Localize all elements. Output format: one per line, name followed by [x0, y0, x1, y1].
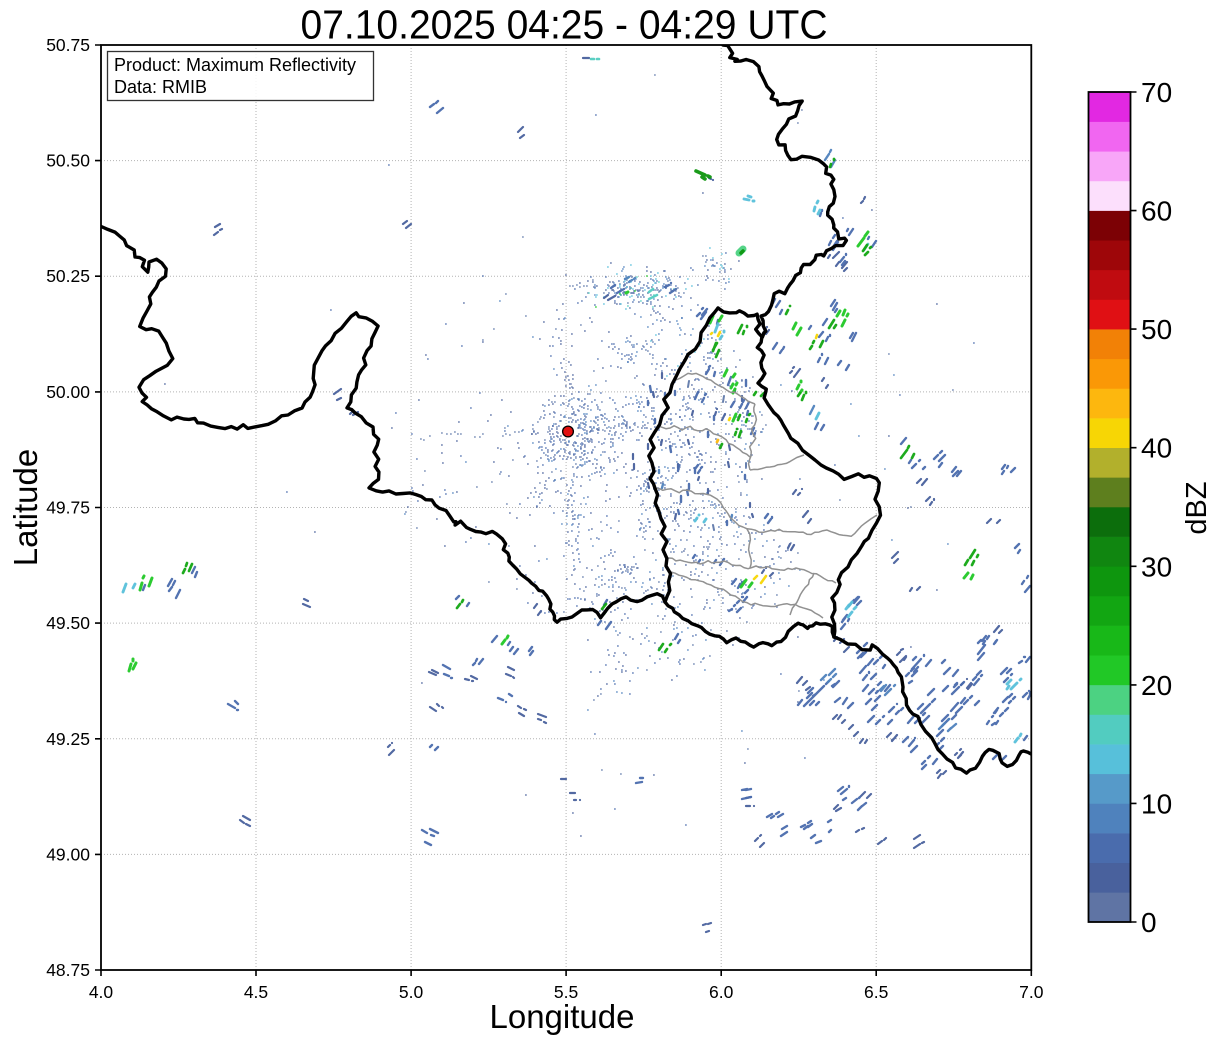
svg-text:0: 0 [1141, 907, 1157, 938]
svg-text:60: 60 [1141, 196, 1172, 227]
svg-text:50.25: 50.25 [46, 266, 90, 286]
svg-text:48.75: 48.75 [46, 960, 90, 980]
svg-text:Latitude: Latitude [7, 449, 44, 566]
svg-text:4.5: 4.5 [244, 982, 268, 1002]
svg-text:49.50: 49.50 [46, 613, 90, 633]
svg-text:07.10.2025 04:25 - 04:29 UTC: 07.10.2025 04:25 - 04:29 UTC [301, 2, 828, 48]
svg-text:5.0: 5.0 [399, 982, 424, 1002]
svg-text:50: 50 [1141, 314, 1172, 345]
svg-text:dBZ: dBZ [1181, 481, 1213, 534]
svg-text:49.25: 49.25 [46, 729, 90, 749]
svg-text:49.00: 49.00 [46, 844, 90, 864]
svg-text:30: 30 [1141, 551, 1172, 582]
svg-text:10: 10 [1141, 788, 1172, 819]
svg-text:7.0: 7.0 [1019, 982, 1044, 1002]
svg-text:50.50: 50.50 [46, 151, 90, 171]
svg-text:6.5: 6.5 [864, 982, 888, 1002]
svg-text:Longitude: Longitude [490, 998, 635, 1035]
svg-text:20: 20 [1141, 670, 1172, 701]
svg-text:4.0: 4.0 [89, 982, 114, 1002]
svg-text:6.0: 6.0 [709, 982, 734, 1002]
svg-text:5.5: 5.5 [554, 982, 578, 1002]
svg-text:50.00: 50.00 [46, 382, 90, 402]
svg-text:50.75: 50.75 [46, 35, 90, 55]
svg-text:49.75: 49.75 [46, 498, 90, 518]
svg-text:Data: RMIB: Data: RMIB [114, 77, 207, 97]
svg-text:70: 70 [1141, 77, 1172, 108]
svg-text:Product: Maximum Reflectivity: Product: Maximum Reflectivity [114, 55, 356, 75]
svg-text:40: 40 [1141, 433, 1172, 464]
